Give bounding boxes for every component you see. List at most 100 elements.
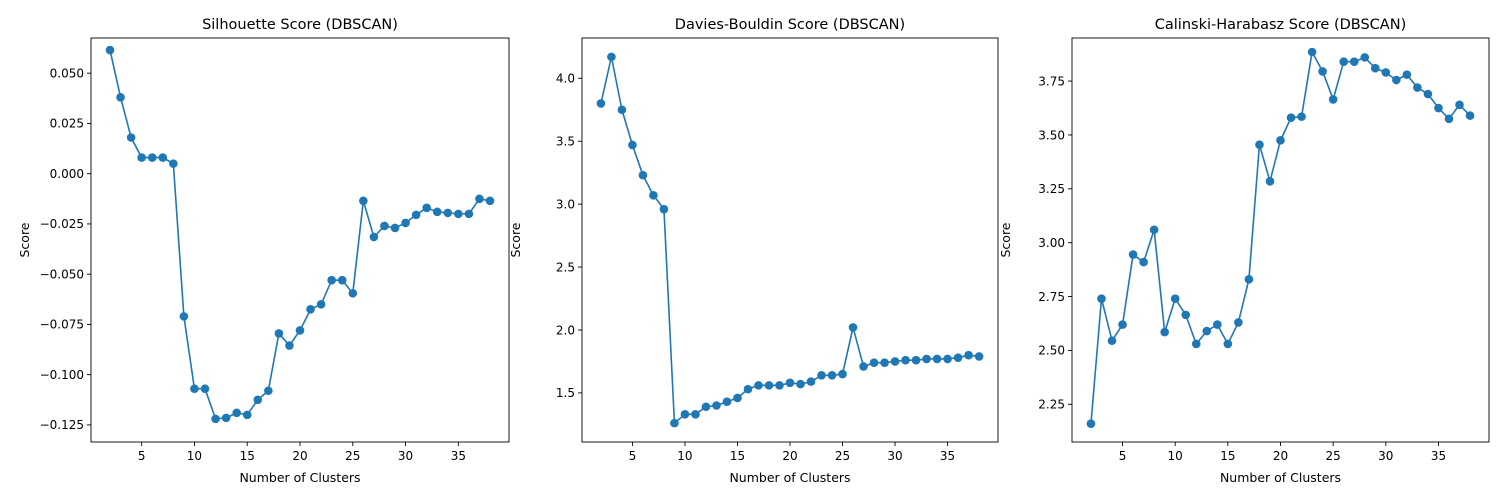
y-tick-label: 0.025 xyxy=(50,117,84,131)
data-point xyxy=(670,418,679,428)
data-point xyxy=(796,379,805,389)
x-tick-label: 20 xyxy=(292,449,307,463)
data-point xyxy=(1097,294,1106,304)
data-point xyxy=(764,381,774,390)
data-point xyxy=(1392,75,1401,85)
data-point xyxy=(158,153,168,162)
data-point xyxy=(390,223,400,233)
data-point xyxy=(1423,89,1433,99)
x-tick-label: 30 xyxy=(398,449,413,463)
data-point xyxy=(1402,70,1412,79)
x-tick-label: 35 xyxy=(451,449,466,463)
x-tick-label: 5 xyxy=(1119,449,1127,463)
y-axis-label: Score xyxy=(508,222,523,257)
data-point xyxy=(1349,57,1359,67)
data-point xyxy=(701,402,711,412)
data-point xyxy=(932,354,942,364)
data-point xyxy=(806,377,816,386)
data-point xyxy=(617,105,627,115)
data-point xyxy=(1255,140,1264,149)
data-point xyxy=(221,413,231,423)
data-point xyxy=(1139,257,1148,267)
y-axis-label: Score xyxy=(998,222,1013,257)
data-point xyxy=(1318,67,1327,76)
x-tick-label: 20 xyxy=(1273,449,1288,463)
data-point xyxy=(1455,100,1464,110)
data-point xyxy=(1381,68,1391,77)
data-point xyxy=(1244,275,1254,284)
data-point xyxy=(953,353,963,362)
data-point xyxy=(964,350,973,360)
data-point xyxy=(638,170,648,180)
axes-frame xyxy=(581,37,999,443)
data-point xyxy=(659,204,669,214)
x-tick-label: 25 xyxy=(835,449,850,463)
y-tick-label: −0.025 xyxy=(40,217,84,231)
data-point xyxy=(817,370,826,380)
y-tick-label: 0.050 xyxy=(50,66,84,80)
calinski-harabasz-score-panel: Calinski-Harabasz Score (DBSCAN) Number … xyxy=(998,17,1490,485)
data-point xyxy=(890,357,900,366)
data-point xyxy=(116,92,125,102)
data-point xyxy=(1276,136,1285,145)
data-point xyxy=(147,153,157,162)
series-line xyxy=(109,49,491,420)
data-point xyxy=(454,209,463,219)
data-point xyxy=(859,362,868,371)
data-point xyxy=(411,210,421,220)
data-point xyxy=(901,355,910,365)
data-point xyxy=(295,326,305,335)
x-tick-label: 5 xyxy=(138,449,146,463)
x-axis-label: Number of Clusters xyxy=(1220,470,1341,485)
data-point xyxy=(1444,114,1454,124)
data-point xyxy=(1128,250,1138,259)
x-tick-label: 30 xyxy=(887,449,902,463)
chart-title: Silhouette Score (DBSCAN) xyxy=(202,17,398,33)
y-tick-label: 2.75 xyxy=(1038,290,1065,304)
data-point xyxy=(848,323,858,332)
data-point xyxy=(1160,327,1169,337)
data-point xyxy=(1370,63,1380,73)
data-point xyxy=(680,410,690,419)
data-point xyxy=(348,288,358,298)
data-point xyxy=(232,408,241,418)
data-point xyxy=(722,397,732,407)
data-point xyxy=(443,208,453,218)
x-tick-label: 15 xyxy=(1220,449,1235,463)
data-point xyxy=(1339,57,1348,67)
x-axis-label: Number of Clusters xyxy=(729,470,850,485)
data-point xyxy=(1191,339,1201,349)
data-point xyxy=(1181,310,1191,320)
y-tick-label: −0.125 xyxy=(40,418,84,432)
y-tick-label: 3.75 xyxy=(1038,74,1065,88)
data-point xyxy=(169,159,178,168)
data-point xyxy=(691,410,700,419)
y-tick-label: 3.0 xyxy=(556,197,575,211)
y-tick-label: 0.000 xyxy=(50,167,84,181)
data-point xyxy=(1265,176,1275,186)
data-point xyxy=(943,354,952,364)
data-point xyxy=(754,381,763,390)
data-point xyxy=(1328,95,1338,104)
data-point xyxy=(401,218,410,228)
data-point xyxy=(327,275,336,285)
data-point xyxy=(285,341,294,350)
data-point xyxy=(1213,320,1222,329)
y-tick-label: −0.050 xyxy=(40,267,84,281)
data-point xyxy=(1202,326,1212,336)
x-tick-label: 25 xyxy=(345,449,360,463)
series-line xyxy=(1090,51,1471,424)
y-tick-label: −0.100 xyxy=(40,368,84,382)
x-tick-label: 10 xyxy=(1168,449,1183,463)
chart-title: Calinski-Harabasz Score (DBSCAN) xyxy=(1155,17,1406,33)
data-point xyxy=(1465,111,1475,120)
data-point xyxy=(1307,47,1317,57)
data-point xyxy=(785,378,795,388)
y-tick-label: 2.5 xyxy=(556,260,575,274)
data-point xyxy=(911,355,921,365)
data-point xyxy=(1223,339,1233,349)
y-tick-label: 2.25 xyxy=(1038,398,1065,412)
x-tick-label: 25 xyxy=(1326,449,1341,463)
y-tick-label: 3.00 xyxy=(1038,236,1065,250)
data-point xyxy=(869,358,879,368)
